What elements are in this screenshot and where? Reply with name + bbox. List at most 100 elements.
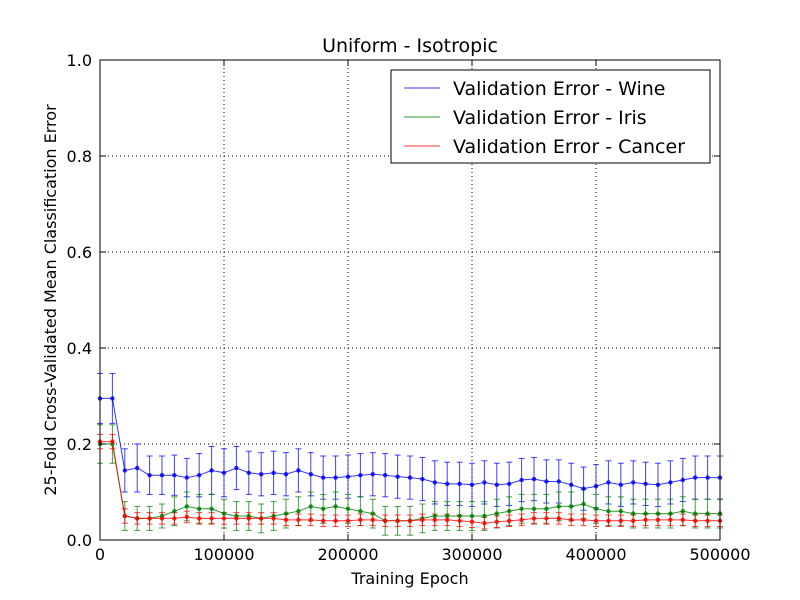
data-point-validation-error-wine — [221, 470, 227, 475]
data-point-validation-error-iris — [370, 511, 375, 516]
data-point-validation-error-cancer — [469, 519, 475, 524]
data-point-validation-error-wine — [494, 482, 499, 487]
data-point-validation-error-cancer — [383, 518, 388, 523]
data-point-validation-error-iris — [618, 509, 623, 514]
data-point-validation-error-cancer — [432, 517, 437, 523]
data-point-validation-error-iris — [655, 511, 661, 516]
data-point-validation-error-wine — [655, 482, 661, 487]
y-tick-label: 0.0 — [67, 531, 92, 550]
data-point-validation-error-cancer — [234, 516, 239, 521]
data-point-validation-error-wine — [296, 468, 301, 473]
data-point-validation-error-cancer — [172, 516, 177, 521]
data-point-validation-error-wine — [631, 480, 636, 485]
data-point-validation-error-cancer — [507, 518, 512, 523]
data-point-validation-error-wine — [668, 480, 673, 485]
legend-label-validation-error-iris: Validation Error - Iris — [453, 107, 647, 129]
x-axis-label: Training Epoch — [350, 569, 468, 588]
data-point-validation-error-cancer — [569, 517, 574, 523]
data-point-validation-error-cancer — [680, 517, 685, 523]
data-point-validation-error-wine — [159, 473, 165, 478]
data-point-validation-error-wine — [643, 481, 648, 487]
y-tick-label: 0.6 — [67, 243, 92, 262]
data-point-validation-error-cancer — [407, 518, 413, 523]
data-point-validation-error-iris — [631, 511, 636, 516]
y-axis-label: 25-Fold Cross-Validated Mean Classificat… — [41, 104, 60, 496]
series-markers — [97, 396, 723, 526]
data-point-validation-error-cancer — [345, 518, 351, 523]
data-point-validation-error-iris — [519, 506, 524, 511]
data-point-validation-error-iris — [308, 504, 313, 509]
data-point-validation-error-iris — [680, 509, 685, 514]
data-point-validation-error-cancer — [209, 516, 214, 521]
data-point-validation-error-iris — [321, 506, 326, 511]
data-point-validation-error-iris — [283, 511, 289, 516]
data-point-validation-error-cancer — [321, 518, 326, 523]
data-point-validation-error-wine — [172, 473, 177, 478]
data-point-validation-error-wine — [345, 474, 351, 479]
data-point-validation-error-wine — [333, 475, 338, 480]
data-point-validation-error-cancer — [593, 518, 599, 523]
data-point-validation-error-wine — [122, 468, 128, 473]
data-point-validation-error-iris — [507, 509, 512, 514]
data-point-validation-error-wine — [110, 396, 115, 401]
data-point-validation-error-iris — [345, 506, 351, 511]
data-point-validation-error-iris — [544, 506, 549, 511]
legend-frame — [390, 69, 711, 164]
data-point-validation-error-wine — [569, 482, 574, 487]
data-point-validation-error-iris — [556, 504, 561, 509]
data-point-validation-error-cancer — [110, 439, 115, 444]
data-point-validation-error-wine — [147, 473, 152, 478]
data-point-validation-error-cancer — [259, 516, 264, 521]
data-point-validation-error-cancer — [531, 516, 537, 521]
data-point-validation-error-iris — [184, 504, 189, 509]
data-point-validation-error-iris — [668, 511, 673, 516]
data-point-validation-error-cancer — [457, 518, 462, 523]
data-point-validation-error-cancer — [420, 517, 425, 523]
data-point-validation-error-cancer — [395, 518, 400, 523]
x-tick-label: 200000 — [317, 545, 378, 564]
data-point-validation-error-cancer — [668, 517, 673, 523]
data-point-validation-error-iris — [172, 509, 177, 514]
data-point-validation-error-wine — [271, 470, 276, 475]
data-point-validation-error-wine — [693, 475, 698, 480]
x-tick-label: 0 — [95, 545, 105, 564]
data-point-validation-error-wine — [209, 468, 214, 473]
data-point-validation-error-wine — [432, 480, 437, 485]
data-point-validation-error-wine — [184, 475, 189, 480]
data-point-validation-error-iris — [705, 511, 710, 516]
data-point-validation-error-cancer — [308, 517, 313, 523]
data-point-validation-error-wine — [581, 486, 586, 491]
data-point-validation-error-cancer — [655, 517, 661, 523]
data-point-validation-error-iris — [581, 501, 586, 507]
data-point-validation-error-iris — [593, 506, 599, 511]
data-point-validation-error-cancer — [221, 516, 227, 521]
data-point-validation-error-cancer — [643, 517, 648, 523]
data-point-validation-error-wine — [420, 476, 425, 482]
data-point-validation-error-wine — [370, 472, 375, 477]
chart-title: Uniform - Isotropic — [322, 35, 498, 57]
data-point-validation-error-cancer — [271, 516, 276, 521]
data-point-validation-error-cancer — [581, 517, 586, 523]
data-point-validation-error-iris — [358, 509, 363, 514]
data-point-validation-error-wine — [308, 472, 313, 477]
data-point-validation-error-iris — [569, 504, 574, 509]
data-point-validation-error-wine — [135, 465, 140, 471]
data-point-validation-error-wine — [469, 482, 475, 487]
data-point-validation-error-cancer — [606, 518, 611, 523]
legend-label-validation-error-cancer: Validation Error - Cancer — [453, 136, 685, 158]
data-point-validation-error-iris — [457, 513, 462, 519]
data-point-validation-error-wine — [234, 465, 239, 471]
data-point-validation-error-wine — [680, 477, 685, 483]
data-point-validation-error-cancer — [147, 516, 152, 521]
data-point-validation-error-cancer — [544, 516, 549, 521]
data-point-validation-error-cancer — [618, 518, 623, 523]
axis-ticks: 0 100000 200000 300000 400000 500000 0.0 0.2 0.4… — [67, 51, 751, 564]
data-point-validation-error-iris — [469, 513, 475, 519]
legend: Validation Error - Wine Validation Error … — [390, 69, 711, 164]
data-point-validation-error-wine — [705, 475, 710, 480]
data-point-validation-error-iris — [296, 509, 301, 514]
data-point-validation-error-cancer — [556, 516, 561, 521]
data-point-validation-error-wine — [457, 481, 462, 487]
data-point-validation-error-wine — [531, 476, 537, 482]
